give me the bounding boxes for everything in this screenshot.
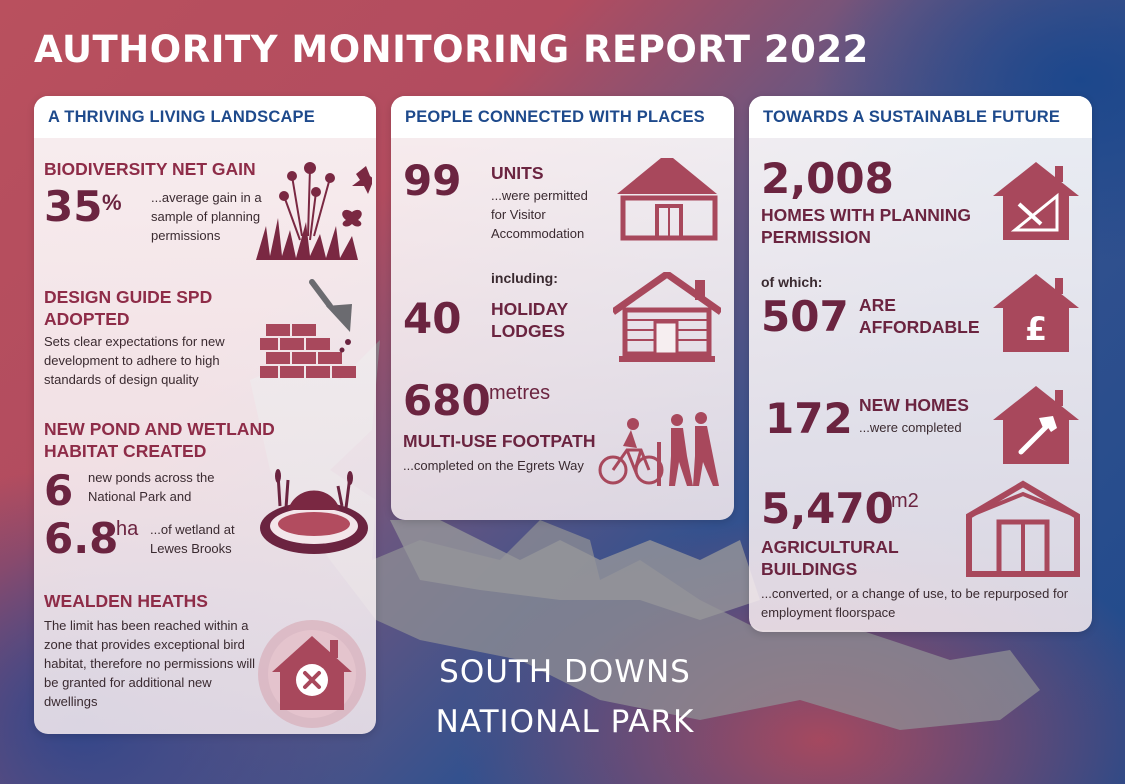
lodges-label-line2: LODGES [491,321,565,341]
agri-unit: m2 [891,490,919,512]
units-text: ...were permitted for Visitor Accommodat… [491,188,588,241]
footpath-label: MULTI-USE FOOTPATH [403,431,596,451]
agri-label-line2: BUILDINGS [761,559,858,579]
wetland-text: ...of wetland at Lewes Brooks [150,522,235,556]
barn-icon [966,480,1080,577]
heaths-text: The limit has been reached within a zone… [44,618,255,709]
page-title: AUTHORITY MONITORING REPORT 2022 [34,28,869,71]
lodges-value: 40 [403,294,462,343]
heaths-title: WEALDEN HEATHS [44,591,208,611]
footer-title-line2: NATIONAL PARK [435,704,695,740]
affordable-prefix: of which: [761,274,823,290]
design-text: Sets clear expectations for new developm… [44,334,225,387]
biodiversity-value: 35 [44,182,103,231]
lodges-label-line1: HOLIDAY [491,299,569,319]
future-panel: TOWARDS A SUSTAINABLE FUTURE 2,008 HOMES… [749,96,1092,632]
ponds-text: new ponds across the National Park and [88,470,215,504]
new-homes-label: NEW HOMES [859,395,969,415]
biodiversity-unit: % [102,190,122,215]
pond-icon [260,469,368,554]
svg-text:£: £ [1025,310,1047,348]
wetland-value: 6.8 [44,514,119,563]
yurt-icon [617,158,718,241]
design-title-line1: DESIGN GUIDE SPD [44,287,213,307]
pond-title-line2: HABITAT CREATED [44,441,207,461]
trowel-bricks-icon [260,279,356,378]
landscape-heading: A THRIVING LIVING LANDSCAPE [34,96,376,138]
house-cross-icon [258,620,366,728]
pond-title-line1: NEW POND AND WETLAND [44,419,275,439]
footpath-text: ...completed on the Egrets Way [403,458,584,473]
ponds-value: 6 [44,466,74,515]
homes-value: 2,008 [761,154,894,203]
design-title-line2: ADOPTED [44,309,130,329]
wetland-unit: ha [116,518,139,540]
agri-value: 5,470 [761,484,894,533]
house-design-icon [993,162,1079,240]
new-homes-text: ...were completed [859,420,962,435]
units-value: 99 [403,156,462,205]
landscape-panel: A THRIVING LIVING LANDSCAPE BIODIVERSITY… [34,96,376,734]
footer-title-line1: SOUTH DOWNS [439,654,691,690]
new-homes-value: 172 [765,394,853,443]
homes-label-line2: PERMISSION [761,227,871,247]
homes-label-line1: HOMES WITH PLANNING [761,205,971,225]
future-heading: TOWARDS A SUSTAINABLE FUTURE [749,96,1092,138]
footpath-unit: metres [489,382,551,404]
lodges-prefix: including: [491,270,558,286]
plants-icon [256,162,372,260]
affordable-label-line2: AFFORDABLE [859,317,980,337]
biodiversity-text: ...average gain in a sample of planning … [151,190,262,243]
cyclist-walkers-icon [598,412,719,486]
biodiversity-title: BIODIVERSITY NET GAIN [44,159,256,179]
people-heading: PEOPLE CONNECTED WITH PLACES [391,96,734,138]
people-panel: PEOPLE CONNECTED WITH PLACES 99 UNITS ..… [391,96,734,520]
agri-label-line1: AGRICULTURAL [761,537,899,557]
footpath-value: 680 [403,376,491,425]
house-hammer-icon [993,386,1079,464]
affordable-value: 507 [761,292,849,341]
agri-text: ...converted, or a change of use, to be … [761,586,1069,620]
house-pound-icon: £ [993,274,1079,352]
units-label: UNITS [491,163,544,183]
lodge-icon [613,272,721,362]
affordable-label-line1: ARE [859,295,896,315]
